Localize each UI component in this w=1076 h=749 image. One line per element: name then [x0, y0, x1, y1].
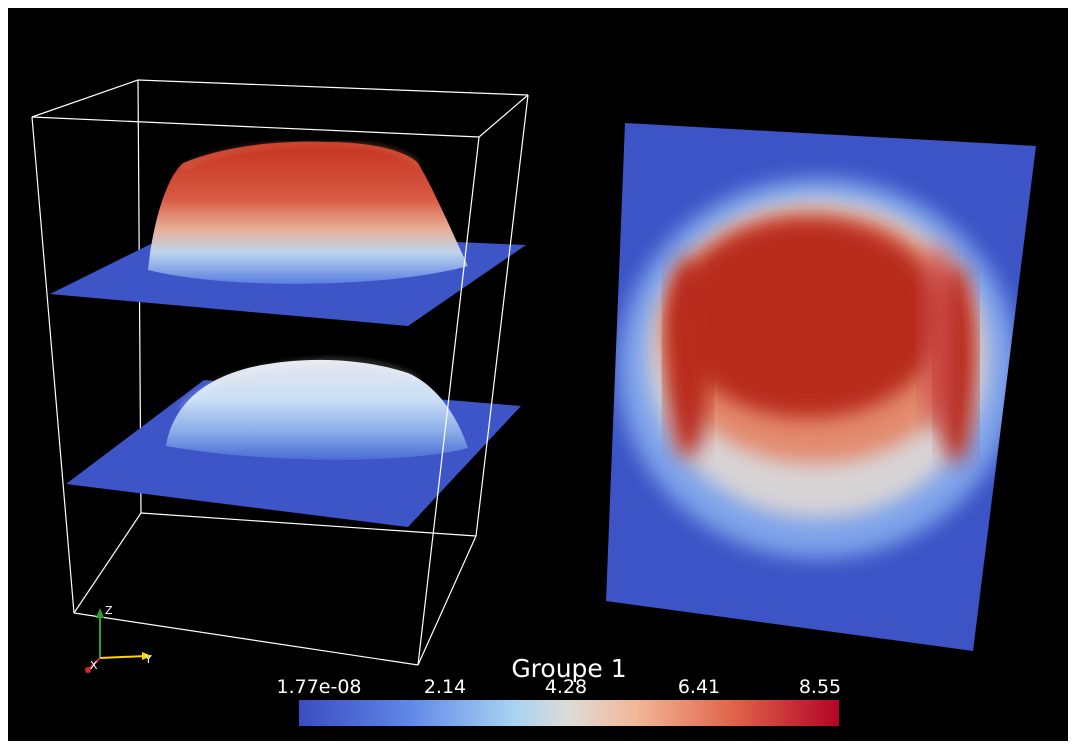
x-axis-tip	[85, 667, 91, 673]
colorbar-title: Groupe 1	[511, 654, 627, 683]
scalar-colorbar: Groupe 1 1.77e-08 2.14 4.28 6.41 8.55	[276, 654, 842, 728]
colorbar-label-max: 8.55	[798, 676, 842, 698]
colorbar-gradient	[299, 700, 839, 726]
colorbar-label-1: 2.14	[423, 676, 467, 698]
z-axis-label: Z	[105, 604, 113, 617]
bounding-box-front	[31, 79, 529, 666]
colorbar-label-3: 6.41	[677, 676, 721, 698]
lower-slice-plane	[66, 358, 521, 527]
vertical-slice	[606, 123, 1036, 651]
y-axis-arrow	[142, 652, 152, 660]
render-viewport[interactable]: Z Y X Groupe 1 1.77e-08 2.14 4.28 6.41 8…	[8, 8, 1068, 741]
colorbar-label-2: 4.28	[544, 676, 588, 698]
z-axis-arrow	[96, 608, 104, 618]
x-axis-label: X	[90, 659, 98, 672]
orientation-axes	[85, 608, 152, 673]
y-axis-label: Y	[145, 653, 152, 666]
3d-scene[interactable]	[8, 8, 1068, 741]
upper-slice-plane	[50, 141, 526, 326]
y-axis-line	[99, 655, 147, 659]
colorbar-label-min: 1.77e-08	[276, 676, 362, 698]
